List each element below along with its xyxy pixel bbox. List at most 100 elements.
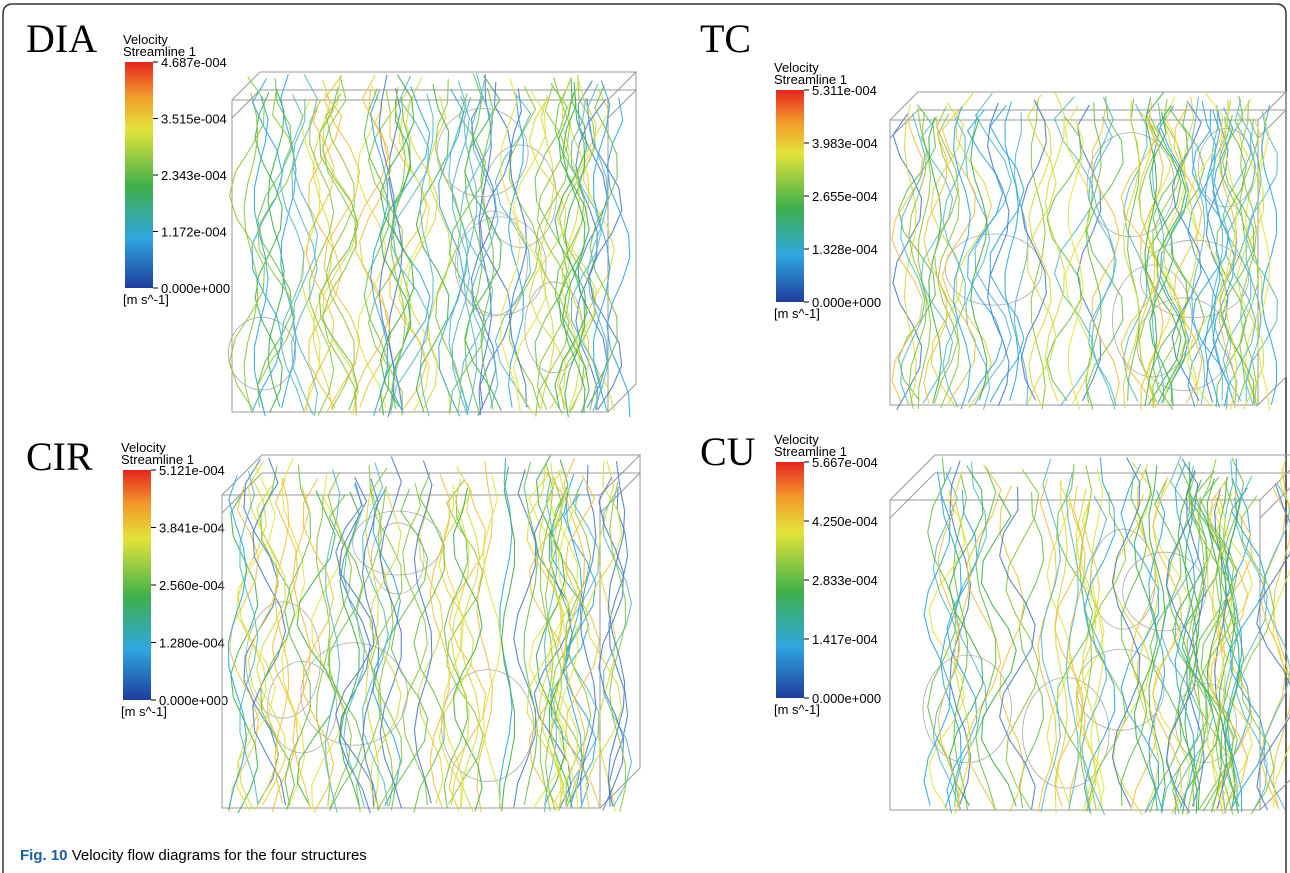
streamline (967, 109, 1004, 403)
streamline (949, 460, 972, 806)
legend-title: Velocity (123, 32, 168, 47)
streamline (1082, 497, 1101, 813)
pore-outline (454, 216, 547, 316)
colorbar-label: 2.560e-004 (159, 578, 225, 593)
panel-label: CIR (26, 434, 93, 479)
streamline (1257, 114, 1271, 410)
streamline (897, 104, 937, 401)
streamline (1149, 480, 1182, 813)
streamline (253, 96, 269, 417)
colorbar-label: 3.983e-004 (812, 136, 878, 151)
pore-outline (300, 642, 408, 746)
streamline (1054, 496, 1084, 807)
legend-subtitle: Streamline 1 (774, 72, 847, 87)
streamline (565, 473, 583, 807)
colorbar-label: 2.343e-004 (161, 168, 227, 183)
legend-subtitle: Streamline 1 (123, 44, 196, 59)
streamline (606, 97, 631, 418)
streamline (390, 488, 429, 811)
streamline (543, 477, 557, 813)
streamline (1111, 457, 1141, 807)
streamline (1004, 101, 1020, 401)
streamline (1171, 100, 1202, 401)
streamline (559, 75, 596, 410)
streamline (228, 486, 259, 813)
streamline (603, 490, 633, 807)
streamline (327, 471, 352, 809)
streamline (1152, 110, 1189, 410)
streamline (370, 467, 403, 811)
streamline (1236, 99, 1265, 410)
colorbar-label: 0.000e+000 (812, 691, 881, 706)
streamline (1088, 116, 1117, 407)
streamline (558, 92, 590, 414)
streamline (1086, 95, 1124, 410)
legend-subtitle: Streamline 1 (121, 452, 194, 467)
streamline (557, 75, 597, 410)
colorbar-label: 2.833e-004 (812, 573, 878, 588)
pore-outline (1197, 128, 1255, 208)
streamline (464, 75, 502, 411)
streamline (257, 92, 296, 408)
streamline (322, 75, 358, 413)
streamline (338, 476, 371, 814)
colorbar-label: 0.000e+000 (812, 295, 881, 310)
colorbar-label: 1.417e-004 (812, 632, 878, 647)
streamline (308, 92, 343, 409)
streamline (417, 492, 444, 804)
streamline (528, 96, 567, 410)
streamline (513, 469, 537, 808)
streamline (483, 475, 502, 810)
streamline (256, 485, 286, 806)
streamline (1261, 104, 1278, 406)
streamline (1091, 491, 1127, 811)
streamline (325, 93, 355, 410)
streamline (236, 465, 276, 812)
streamline (1263, 482, 1290, 811)
streamline (941, 108, 976, 404)
streamline (500, 78, 521, 411)
streamline (251, 78, 283, 413)
streamline (1046, 482, 1071, 806)
streamline (252, 457, 287, 806)
streamline (1137, 116, 1156, 402)
streamline (427, 95, 452, 414)
streamline (243, 92, 259, 411)
streamline (557, 488, 579, 810)
streamline (942, 116, 966, 408)
streamline (1090, 96, 1116, 410)
streamline (476, 461, 494, 813)
streamline (528, 474, 569, 809)
streamline (565, 489, 592, 806)
streamline (478, 74, 492, 416)
streamline (1272, 467, 1290, 807)
streamline (1206, 478, 1222, 813)
streamline (1156, 105, 1187, 405)
streamline (494, 90, 532, 409)
streamline (928, 498, 965, 810)
colorbar-label: 0.000e+000 (161, 281, 230, 296)
streamline (550, 469, 567, 804)
streamline (952, 105, 971, 410)
panel-label: DIA (26, 16, 97, 61)
streamline (955, 92, 993, 409)
streamline (309, 98, 335, 416)
streamline (908, 108, 927, 410)
colorbar-label: 4.250e-004 (812, 514, 878, 529)
streamline (608, 486, 629, 807)
streamline (413, 473, 445, 813)
streamline (315, 494, 331, 807)
streamline (1122, 99, 1140, 409)
streamline (239, 470, 259, 804)
streamline (257, 78, 293, 409)
streamline (1028, 110, 1052, 407)
streamline (923, 117, 948, 404)
streamline (1148, 490, 1166, 813)
streamline (362, 462, 389, 807)
streamline (609, 481, 627, 812)
frame (2, 3, 1287, 873)
streamline (980, 493, 1017, 807)
panel-label: CU (700, 429, 756, 474)
